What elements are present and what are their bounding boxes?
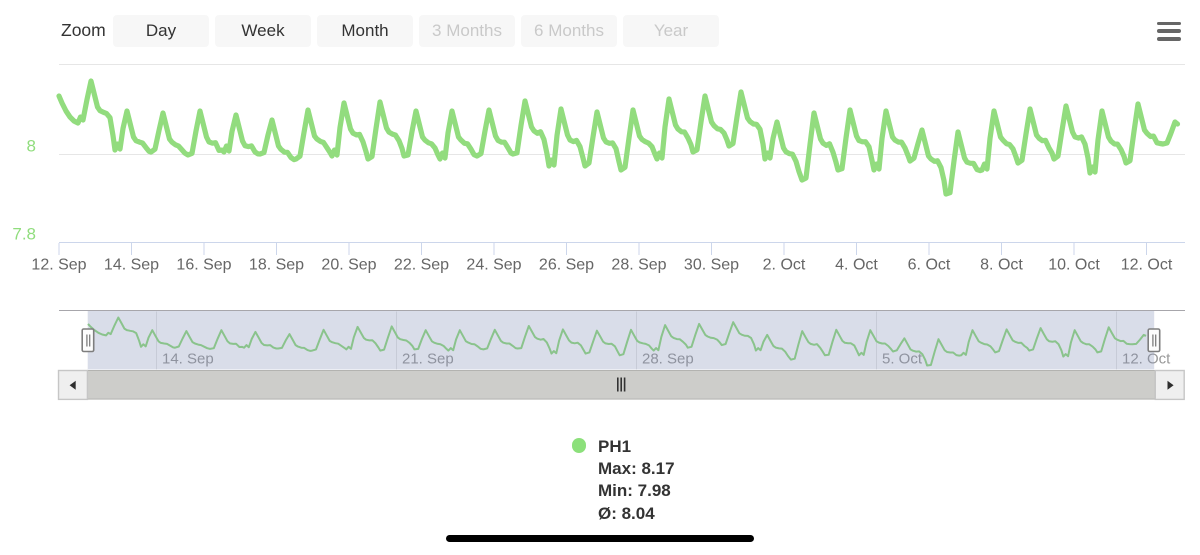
svg-text:21. Sep: 21. Sep [402, 351, 454, 368]
svg-text:20. Sep: 20. Sep [321, 257, 376, 274]
svg-text:12. Sep: 12. Sep [31, 257, 86, 274]
svg-text:18. Sep: 18. Sep [249, 257, 304, 274]
svg-text:7.8: 7.8 [12, 225, 36, 244]
svg-text:28. Sep: 28. Sep [611, 257, 666, 274]
svg-text:12. Oct: 12. Oct [1121, 257, 1173, 274]
svg-text:10. Oct: 10. Oct [1048, 257, 1100, 274]
svg-text:14. Sep: 14. Sep [162, 351, 214, 368]
svg-text:24. Sep: 24. Sep [466, 257, 521, 274]
svg-text:8. Oct: 8. Oct [980, 257, 1023, 274]
svg-text:16. Sep: 16. Sep [176, 257, 231, 274]
svg-text:8: 8 [27, 137, 36, 156]
svg-text:26. Sep: 26. Sep [539, 257, 594, 274]
svg-text:30. Sep: 30. Sep [684, 257, 739, 274]
svg-text:12. Oct: 12. Oct [1122, 351, 1171, 368]
svg-text:14. Sep: 14. Sep [104, 257, 159, 274]
svg-text:5. Oct: 5. Oct [882, 351, 923, 368]
svg-text:2. Oct: 2. Oct [763, 257, 806, 274]
svg-text:22. Sep: 22. Sep [394, 257, 449, 274]
svg-text:4. Oct: 4. Oct [835, 257, 878, 274]
svg-text:28. Sep: 28. Sep [642, 351, 694, 368]
svg-text:6. Oct: 6. Oct [908, 257, 951, 274]
